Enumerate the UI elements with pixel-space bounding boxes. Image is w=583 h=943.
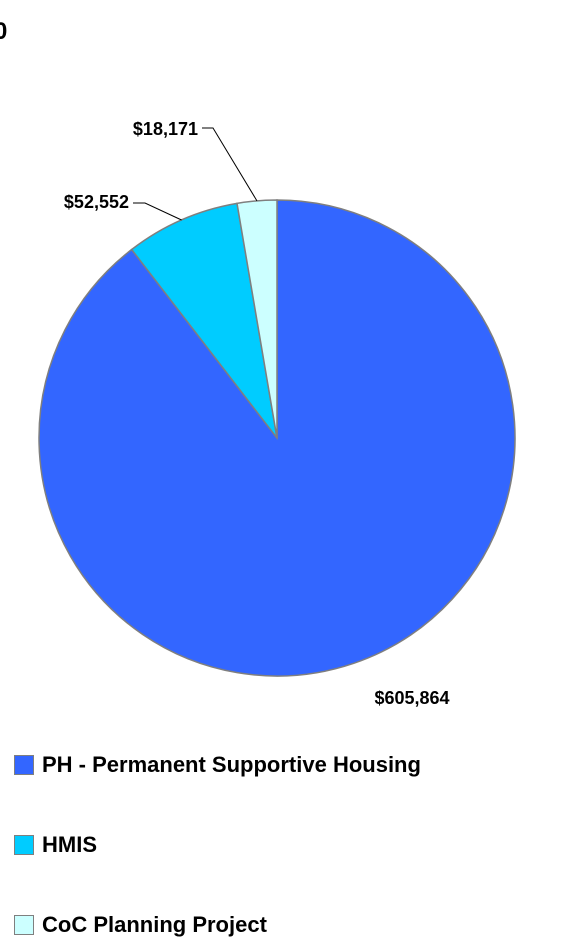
data-label-coc: $18,171 [133,119,198,139]
leader-line-hmis [133,202,182,221]
legend-swatch-hmis [14,835,34,855]
legend-item-hmis: HMIS [14,832,97,858]
legend-swatch-ph [14,755,34,775]
slice-hmis [130,202,278,439]
pie-slices [38,199,516,677]
slice-ph [38,199,516,677]
legend-label-hmis: HMIS [42,832,97,857]
data-label-ph: $605,864 [374,688,449,708]
legend-label-ph: PH - Permanent Supportive Housing [42,752,421,777]
leader-line-coc [202,127,258,202]
clipped-title-glyph: 0 [0,18,8,45]
slice-coc [236,199,278,439]
data-label-hmis: $52,552 [64,192,129,212]
legend-swatch-coc [14,915,34,935]
legend-label-coc: CoC Planning Project [42,912,267,937]
legend-item-ph: PH - Permanent Supportive Housing [14,752,421,778]
legend-item-coc: CoC Planning Project [14,912,267,938]
data-labels: $605,864 $52,552 $18,171 [64,119,450,708]
